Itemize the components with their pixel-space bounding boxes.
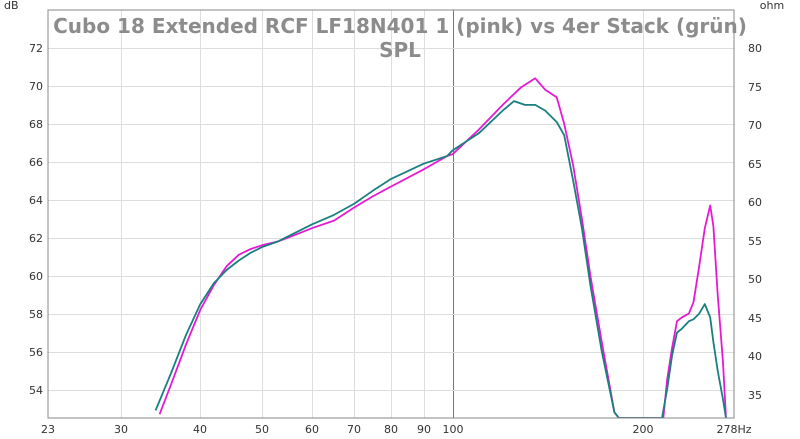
y-right-tick-label: 35 <box>748 389 762 402</box>
y-right-tick-label: 45 <box>748 312 762 325</box>
y-left-tick-label: 66 <box>29 156 43 169</box>
series-line-green <box>154 100 727 418</box>
x-tick-label: 60 <box>305 423 319 436</box>
y-left-tick-label: 70 <box>29 80 43 93</box>
y-left-tick-label: 64 <box>29 194 43 207</box>
y-left-tick-label: 58 <box>29 308 43 321</box>
y-left-tick-label: 68 <box>29 118 43 131</box>
x-tick-label: 278Hz <box>716 423 751 436</box>
y-left-tick-label: 60 <box>29 270 43 283</box>
x-tick-label: 200 <box>633 423 654 436</box>
y-left-tick-label: 72 <box>29 42 43 55</box>
x-tick-label: 80 <box>384 423 398 436</box>
grid <box>48 10 734 418</box>
y-right-tick-label: 70 <box>748 119 762 132</box>
x-tick-label: 40 <box>193 423 207 436</box>
x-tick-label: 23 <box>41 423 55 436</box>
series-layer <box>154 77 727 418</box>
x-tick-label: 70 <box>347 423 361 436</box>
x-tick-label: 30 <box>114 423 128 436</box>
x-tick-label: 90 <box>417 423 431 436</box>
y-left-tick-label: 62 <box>29 232 43 245</box>
tick-labels: 23 30 40 50 60 70 80 90 100 200 278Hz 54 56 58 60 62 64 6… <box>29 42 762 436</box>
x-tick-label: 100 <box>443 423 464 436</box>
y-right-tick-label: 60 <box>748 196 762 209</box>
y-left-unit: dB <box>4 0 19 12</box>
y-right-unit: ohm <box>760 0 784 12</box>
y-right-tick-label: 65 <box>748 158 762 171</box>
y-right-tick-label: 40 <box>748 350 762 363</box>
y-left-tick-label: 54 <box>29 384 43 397</box>
chart-subtitle: SPL <box>379 38 421 62</box>
plot-frame <box>47 9 735 419</box>
y-left-tick-label: 56 <box>29 346 43 359</box>
x-tick-label: 50 <box>255 423 269 436</box>
chart-title: Cubo 18 Extended RCF LF18N401 1 (pink) v… <box>53 14 747 38</box>
y-right-tick-label: 80 <box>748 42 762 55</box>
y-right-tick-label: 75 <box>748 81 762 94</box>
y-right-tick-label: 50 <box>748 273 762 286</box>
y-right-tick-label: 55 <box>748 235 762 248</box>
series-line-pink <box>158 77 727 418</box>
